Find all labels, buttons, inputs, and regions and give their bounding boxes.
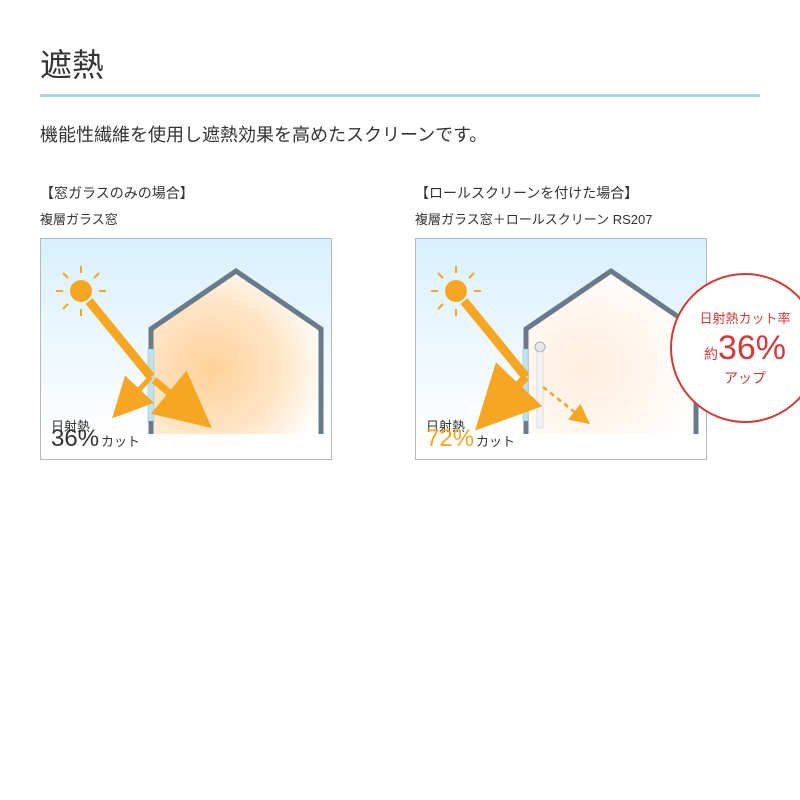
cut-suffix: カット [101, 434, 140, 449]
panel-with-screen: 【ロールスクリーンを付けた場合】 複層ガラス窓＋ロールスクリーン RS207 [415, 183, 760, 460]
badge-line2: 約36% [704, 329, 786, 368]
panel-glass-only: 【窓ガラスのみの場合】 複層ガラス窓 [40, 183, 385, 460]
cut-percent: 72% [426, 425, 474, 452]
panel-heading: 【ロールスクリーンを付けた場合】 [415, 183, 760, 203]
panels-row: 【窓ガラスのみの場合】 複層ガラス窓 [40, 183, 760, 460]
cut-value: 36%カット [51, 425, 140, 453]
panel-sub: 複層ガラス窓 [40, 209, 385, 228]
panel-heading: 【窓ガラスのみの場合】 [40, 183, 385, 203]
panel-sub: 複層ガラス窓＋ロールスクリーン RS207 [415, 209, 760, 228]
title-rule [40, 94, 760, 97]
panel-box: 日射熱 72%カット [415, 238, 707, 460]
page-title: 遮熱 [40, 40, 760, 86]
description: 機能性繊維を使用し遮熱効果を高めたスクリーンです。 [40, 121, 760, 147]
badge-prefix: 約 [704, 344, 718, 364]
panel-box: 日射熱 36%カット [40, 238, 332, 460]
cut-suffix: カット [476, 434, 515, 449]
cut-percent: 36% [51, 425, 99, 452]
badge-line1: 日射熱カット率 [699, 308, 790, 327]
badge-line3: アップ [724, 368, 766, 388]
badge-percent: 36% [718, 329, 786, 368]
cut-value: 72%カット [426, 425, 515, 453]
